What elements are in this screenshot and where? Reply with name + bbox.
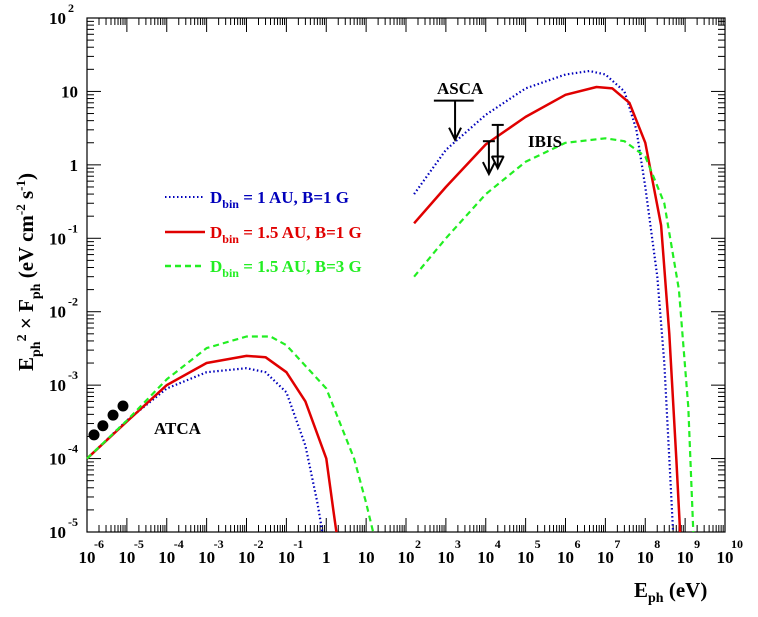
x-tick-label: 10 (517, 548, 534, 567)
x-tick-exponent: 5 (535, 537, 541, 551)
atca-label: ATCA (154, 419, 202, 438)
x-tick-label: 10 (717, 548, 734, 567)
atca-point (97, 420, 109, 432)
x-tick-label: 10 (637, 548, 654, 567)
y-tick-label: 10 (49, 450, 66, 469)
x-tick-labels: 10-610-510-410-310-210-11 10 1021031041051… (79, 537, 744, 567)
x-tick-label: 10 (557, 548, 574, 567)
y-tick-exponent: -1 (68, 221, 78, 235)
x-tick-exponent: 4 (495, 537, 501, 551)
legend-entry-3: Dbin = 1.5 AU, B=3 G (210, 257, 362, 280)
y-tick-label: 10 (49, 229, 66, 248)
x-tick-label: 10 (477, 548, 494, 567)
x-tick-exponent: -6 (94, 537, 104, 551)
asca-arrow-head (448, 127, 462, 142)
x-tick-exponent: 8 (654, 537, 660, 551)
y-tick-label: 1 (70, 156, 79, 175)
x-tick-label: 10 (158, 548, 175, 567)
x-tick-exponent: -4 (174, 537, 184, 551)
y-tick-label: 10 (61, 82, 78, 101)
y-tick-exponent: -4 (68, 442, 78, 456)
asca-label: ASCA (437, 79, 484, 98)
y-tick-label: 10 (49, 303, 66, 322)
atca-point (107, 409, 119, 421)
series-1-line (413, 69, 675, 533)
series-curves (86, 69, 695, 533)
x-tick-exponent: 9 (694, 537, 700, 551)
x-tick-exponent: -1 (293, 537, 303, 551)
x-tick-label: 10 (677, 548, 694, 567)
x-axis-label: Eph (eV) (634, 578, 707, 606)
legend: Dbin = 1 AU, B=1 G Dbin = 1.5 AU, B=1 G … (165, 188, 362, 280)
x-tick-label: 10 (437, 548, 454, 567)
x-tick-label: 10 (198, 548, 215, 567)
y-tick-exponent: -3 (68, 368, 78, 382)
x-tick-label: 10 (278, 548, 295, 567)
y-tick-label: 10 (49, 376, 66, 395)
atca-point (88, 429, 100, 441)
x-tick-exponent: -2 (254, 537, 264, 551)
plot-frame (86, 17, 726, 533)
series-3-line (86, 335, 375, 533)
y-tick-label: 10 (49, 523, 66, 542)
x-tick-label: 10 (79, 548, 96, 567)
x-tick-label: 10 (358, 548, 375, 567)
limit-arrow-head (482, 161, 496, 177)
legend-entry-2: Dbin = 1.5 AU, B=1 G (210, 223, 362, 246)
x-tick-exponent: 10 (731, 537, 743, 551)
x-tick-exponent: 7 (614, 537, 620, 551)
ibis-arrow-head (490, 155, 505, 171)
x-tick-label: 10 (398, 548, 415, 567)
atca-points (88, 400, 129, 441)
x-tick-label: 10 (238, 548, 255, 567)
series-2-line (86, 354, 338, 533)
y-tick-label: 10 (49, 9, 66, 28)
x-tick-exponent: 6 (575, 537, 581, 551)
x-tick-label: 10 (118, 548, 135, 567)
axis-ticks (86, 18, 725, 533)
x-tick-label: 1 (322, 548, 331, 567)
atca-point (117, 400, 129, 412)
ibis-label: IBIS (528, 132, 562, 151)
y-tick-exponent: -2 (68, 295, 78, 309)
upper-limits (433, 99, 505, 177)
series-1-line (86, 367, 324, 533)
x-tick-exponent: 3 (455, 537, 461, 551)
series-2-line (413, 85, 682, 533)
x-tick-exponent: 2 (415, 537, 421, 551)
legend-entry-1: Dbin = 1 AU, B=1 G (210, 188, 349, 211)
y-tick-exponent: 2 (68, 1, 74, 15)
x-tick-exponent: -5 (134, 537, 144, 551)
series-3-line (413, 137, 695, 533)
y-tick-exponent: -5 (68, 515, 78, 529)
x-tick-exponent: -3 (214, 537, 224, 551)
x-tick-label: 10 (597, 548, 614, 567)
y-axis-label: Eph2 × Fph (eV cm-2 s-1) (13, 173, 44, 371)
